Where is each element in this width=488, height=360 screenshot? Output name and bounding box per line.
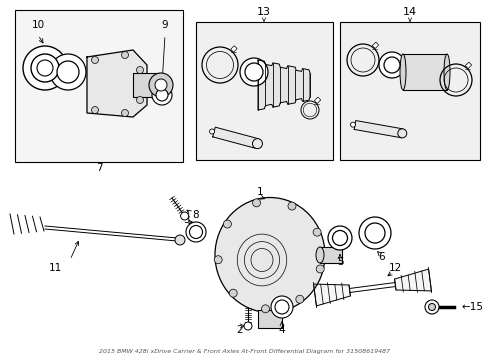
Ellipse shape [315, 247, 324, 263]
Bar [402, 54, 446, 90]
Text: 5: 5 [336, 257, 343, 267]
Bar [465, 62, 471, 68]
Circle shape [136, 96, 143, 104]
Text: ←15: ←15 [461, 302, 483, 312]
Circle shape [185, 222, 205, 242]
Circle shape [223, 220, 231, 228]
Circle shape [189, 225, 202, 238]
Bar [196, 22, 332, 160]
Bar [15, 10, 183, 162]
Bar [371, 42, 378, 49]
Circle shape [31, 54, 59, 82]
Circle shape [358, 217, 390, 249]
Circle shape [261, 305, 269, 313]
Circle shape [209, 129, 214, 134]
Circle shape [155, 79, 167, 91]
Text: 4: 4 [278, 325, 285, 335]
Text: 13: 13 [257, 7, 270, 17]
Circle shape [57, 61, 79, 83]
Polygon shape [353, 121, 402, 138]
Circle shape [295, 295, 303, 303]
Polygon shape [212, 127, 258, 148]
Circle shape [383, 57, 399, 73]
Circle shape [427, 303, 435, 310]
Bar [230, 46, 237, 52]
Circle shape [32, 55, 58, 81]
Polygon shape [313, 284, 350, 306]
Circle shape [37, 60, 53, 76]
Circle shape [274, 300, 288, 314]
Text: 14: 14 [402, 7, 416, 17]
Circle shape [378, 52, 404, 78]
Circle shape [332, 230, 347, 246]
Polygon shape [394, 269, 430, 291]
Circle shape [312, 228, 321, 236]
Circle shape [91, 107, 98, 113]
Text: 12: 12 [387, 263, 401, 273]
Circle shape [149, 73, 173, 97]
Text: 6: 6 [378, 252, 385, 262]
Circle shape [152, 85, 172, 105]
Circle shape [316, 265, 324, 273]
Circle shape [270, 296, 292, 318]
Ellipse shape [443, 54, 449, 90]
Bar [339, 22, 479, 160]
Circle shape [229, 289, 237, 297]
Text: 11: 11 [48, 263, 61, 273]
Circle shape [287, 202, 295, 210]
Circle shape [156, 89, 168, 101]
Circle shape [175, 235, 184, 245]
Ellipse shape [215, 198, 325, 312]
Circle shape [121, 109, 128, 117]
Bar [314, 97, 320, 103]
Circle shape [136, 67, 143, 73]
Circle shape [121, 51, 128, 58]
Text: 10: 10 [31, 20, 44, 30]
Polygon shape [87, 50, 147, 117]
Text: 8: 8 [192, 210, 199, 220]
Circle shape [214, 256, 222, 264]
Text: 3: 3 [183, 215, 189, 225]
Text: 2: 2 [236, 325, 243, 335]
Circle shape [23, 46, 67, 90]
Circle shape [180, 212, 188, 220]
Circle shape [244, 322, 251, 330]
Polygon shape [258, 60, 309, 110]
Circle shape [244, 63, 263, 81]
Bar [319, 247, 341, 263]
Circle shape [91, 57, 98, 63]
Circle shape [327, 226, 351, 250]
Bar [133, 73, 161, 97]
Text: 1: 1 [256, 187, 263, 197]
Circle shape [50, 54, 86, 90]
Text: 9: 9 [162, 20, 168, 30]
Circle shape [397, 129, 406, 138]
Ellipse shape [399, 54, 405, 90]
Circle shape [424, 300, 438, 314]
Circle shape [252, 139, 262, 149]
Circle shape [364, 223, 384, 243]
Bar [258, 310, 282, 328]
Circle shape [252, 199, 260, 207]
Circle shape [240, 58, 267, 86]
Circle shape [350, 122, 355, 127]
Text: 2015 BMW 428i xDrive Carrier & Front Axles At-Front Differential Diagram for 315: 2015 BMW 428i xDrive Carrier & Front Axl… [99, 350, 389, 355]
Text: 7: 7 [96, 163, 102, 173]
